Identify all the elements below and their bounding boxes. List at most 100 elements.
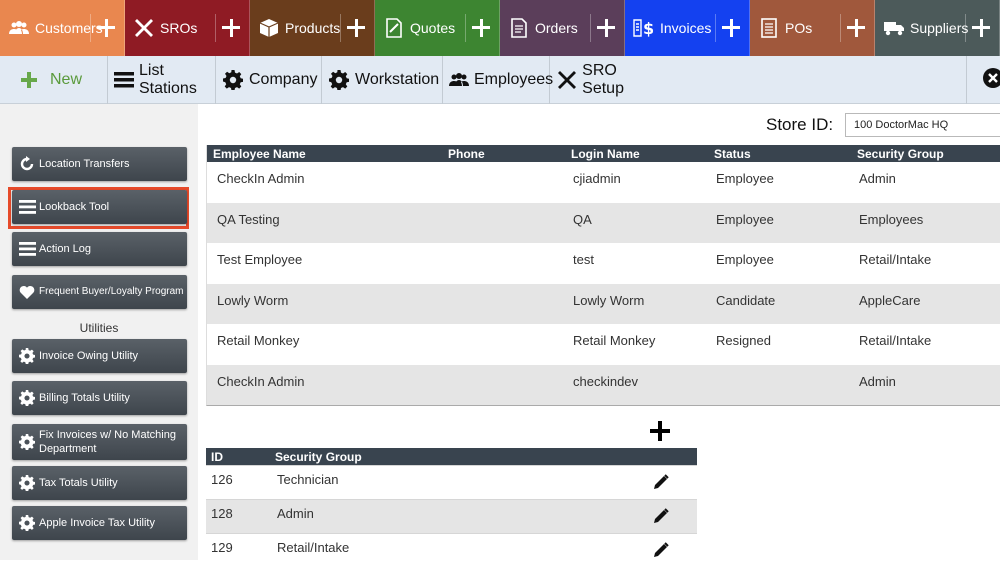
add-po-button[interactable] xyxy=(840,14,868,42)
tab-label: Suppliers xyxy=(910,20,969,36)
employee-status: Employee xyxy=(716,171,774,186)
add-product-button[interactable] xyxy=(340,14,368,42)
employee-login: QA xyxy=(573,211,592,227)
column-header[interactable]: Phone xyxy=(448,147,485,161)
wrench-screwdriver-icon xyxy=(556,69,577,91)
gear-icon xyxy=(18,389,36,407)
add-invoice-button[interactable] xyxy=(715,14,743,42)
tab-label: Quotes xyxy=(410,20,456,36)
plus-icon xyxy=(18,69,40,91)
employee-group: AppleCare xyxy=(859,292,921,308)
sidebar-label: Tax Totals Utility xyxy=(39,477,118,489)
employee-table: Employee Name Phone Login Name Status Se… xyxy=(206,145,1000,406)
table-row[interactable]: QA Testing QA Employee Employees xyxy=(207,202,1000,243)
quote-document-icon xyxy=(383,17,405,39)
sidebar-label: Fix Invoices w/ No Matching Department xyxy=(39,429,176,455)
tab-label: POs xyxy=(785,20,813,36)
sidebar-action-log[interactable]: Action Log xyxy=(12,232,187,266)
add-sro-button[interactable] xyxy=(215,14,243,42)
tab-label: Products xyxy=(285,20,341,36)
sidebar-invoice-owing-utility[interactable]: Invoice Owing Utility xyxy=(12,339,187,373)
sidebar-label: Apple Invoice Tax Utility xyxy=(39,517,155,529)
column-header[interactable]: Status xyxy=(714,147,751,161)
sidebar-tax-totals-utility[interactable]: Tax Totals Utility xyxy=(12,466,187,500)
table-row[interactable]: 128 Admin xyxy=(206,499,697,533)
edit-pencil-icon[interactable] xyxy=(653,542,669,558)
add-security-group-button[interactable] xyxy=(650,421,670,441)
gear-icon xyxy=(18,347,36,365)
table-header: Employee Name Phone Login Name Status Se… xyxy=(207,145,1000,162)
list-icon xyxy=(114,69,134,91)
table-row[interactable]: 129 Retail/Intake xyxy=(206,533,697,567)
column-header[interactable]: Employee Name xyxy=(213,147,306,161)
new-button[interactable]: New xyxy=(0,56,108,104)
new-label: New xyxy=(50,71,83,88)
table-row[interactable]: Lowly Worm Lowly Worm Candidate AppleCar… xyxy=(207,283,1000,324)
sidebar-label: Billing Totals Utility xyxy=(39,392,130,404)
employee-name: CheckIn Admin xyxy=(217,373,305,389)
add-quote-button[interactable] xyxy=(465,14,493,42)
table-header: ID Security Group xyxy=(206,448,697,465)
edit-pencil-icon[interactable] xyxy=(653,474,669,490)
close-icon xyxy=(983,67,1000,93)
table-row[interactable]: CheckIn Admin cjiadmin Employee Admin xyxy=(207,162,1000,203)
toolbar-list-stations[interactable]: List Stations xyxy=(108,56,216,104)
column-header[interactable]: Login Name xyxy=(571,147,640,161)
group-name: Admin xyxy=(277,506,314,521)
toolbar-sro-setup[interactable]: SRO Setup xyxy=(550,56,660,104)
employee-login: test xyxy=(573,252,594,267)
table-row[interactable]: Retail Monkey Retail Monkey Resigned Ret… xyxy=(207,324,1000,365)
tab-sros[interactable]: SROs xyxy=(125,0,250,56)
column-header[interactable]: Security Group xyxy=(275,450,362,464)
tab-label: Customers xyxy=(35,20,103,36)
sidebar-label: Action Log xyxy=(39,243,91,255)
toolbar-label: List Stations xyxy=(139,62,197,97)
tab-invoices[interactable]: $ Invoices xyxy=(625,0,750,56)
edit-pencil-icon[interactable] xyxy=(653,508,669,524)
employee-group: Retail/Intake xyxy=(859,252,932,267)
selected-highlight xyxy=(8,187,189,229)
sidebar-fix-invoices-utility[interactable]: Fix Invoices w/ No Matching Department xyxy=(12,424,187,460)
add-customer-button[interactable] xyxy=(90,14,118,42)
table-row[interactable]: CheckIn Admin checkindev Admin xyxy=(207,364,1000,405)
truck-icon xyxy=(883,17,905,39)
employee-login: Retail Monkey xyxy=(573,333,656,348)
list-icon xyxy=(18,198,36,216)
column-header[interactable]: ID xyxy=(211,450,223,464)
toolbar-company[interactable]: Company xyxy=(216,56,322,104)
table-row[interactable]: 126 Technician xyxy=(206,465,697,499)
store-id-select[interactable]: 100 DoctorMac HQ xyxy=(845,113,1000,137)
tab-quotes[interactable]: Quotes xyxy=(375,0,500,56)
employee-group: Admin xyxy=(859,171,896,186)
tab-pos[interactable]: POs xyxy=(750,0,875,56)
sidebar-apple-invoice-tax-utility[interactable]: Apple Invoice Tax Utility xyxy=(12,506,187,540)
sidebar-frequent-buyer[interactable]: Frequent Buyer/Loyalty Program xyxy=(12,275,187,309)
group-id: 126 xyxy=(211,472,233,487)
close-button[interactable] xyxy=(966,56,1000,104)
sidebar-lookback-tool[interactable]: Lookback Tool xyxy=(12,190,187,224)
group-id: 128 xyxy=(211,506,233,521)
tab-label: SROs xyxy=(160,20,198,36)
add-order-button[interactable] xyxy=(590,14,618,42)
add-supplier-button[interactable] xyxy=(965,14,993,42)
group-name: Retail/Intake xyxy=(277,540,350,555)
sidebar-billing-totals-utility[interactable]: Billing Totals Utility xyxy=(12,381,187,415)
sidebar-location-transfers[interactable]: Location Transfers xyxy=(12,147,187,181)
utilities-heading: Utilities xyxy=(79,321,119,335)
column-header[interactable]: Security Group xyxy=(857,147,944,161)
toolbar-workstation[interactable]: Workstation xyxy=(322,56,443,104)
tab-orders[interactable]: Orders xyxy=(500,0,625,56)
table-row[interactable]: Test Employee test Employee Retail/Intak… xyxy=(207,243,1000,284)
tab-customers[interactable]: Customers xyxy=(0,0,125,56)
toolbar-employees[interactable]: Employees xyxy=(443,56,553,104)
employee-group: Employees xyxy=(859,211,924,227)
tab-suppliers[interactable]: Suppliers xyxy=(875,0,1000,56)
employee-status: Candidate xyxy=(716,292,776,308)
employee-group: Retail/Intake xyxy=(859,333,932,348)
employee-name: CheckIn Admin xyxy=(217,171,305,186)
group-id: 129 xyxy=(211,540,233,555)
module-nav-bar: Customers SROs Products Quotes Orders $ … xyxy=(0,0,1000,56)
customers-icon xyxy=(8,17,30,39)
tab-label: Orders xyxy=(535,20,578,36)
tab-products[interactable]: Products xyxy=(250,0,375,56)
